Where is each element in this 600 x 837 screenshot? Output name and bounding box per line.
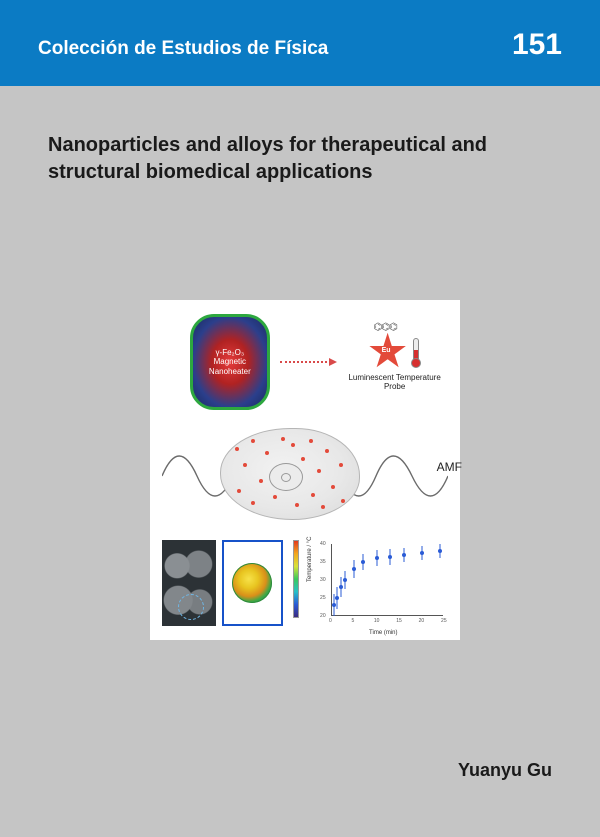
luminescent-probe-icon: ⌬⌬⌬ Eu [369, 333, 407, 371]
map-sphere-icon [232, 563, 272, 603]
chart-point [339, 585, 343, 589]
colorbar-gradient-icon [293, 540, 299, 618]
chart-xtick: 20 [419, 618, 425, 624]
thermometer-icon [411, 336, 421, 368]
chart-xlabel: Time (min) [369, 630, 397, 636]
chart-point [335, 596, 339, 600]
chart-point [352, 567, 356, 571]
chart-ytick: 20 [320, 613, 326, 619]
figure-top-row: γ-Fe₂O₃ Magnetic Nanoheater ⌬⌬⌬ Eu Lumin… [162, 314, 448, 410]
sem-micrograph [162, 540, 216, 626]
author-block: Yuanyu Gu [458, 760, 552, 781]
nanoheater-capsule: γ-Fe₂O₃ Magnetic Nanoheater [190, 314, 270, 410]
dotted-arrow-icon [280, 361, 332, 363]
chart-ylabel: Temperature / °C [307, 537, 313, 582]
author-name: Yuanyu Gu [458, 760, 552, 781]
sem-highlight-ring-icon [178, 594, 204, 620]
chart-point [420, 551, 424, 555]
chart-xtick: 10 [374, 618, 380, 624]
series-name: Colección de Estudios de Física [38, 38, 328, 60]
cover-figure: γ-Fe₂O₃ Magnetic Nanoheater ⌬⌬⌬ Eu Lumin… [150, 300, 460, 640]
chart-ytick: 30 [320, 577, 326, 583]
nanoheater-formula: γ-Fe₂O₃ [216, 348, 245, 358]
chart-ytick: 35 [320, 559, 326, 565]
colorbar [289, 540, 303, 626]
nanoheater-word1: Magnetic [214, 357, 246, 367]
chart-point [361, 560, 365, 564]
chart-point [388, 555, 392, 559]
chart-point [343, 578, 347, 582]
chart-ytick: 40 [320, 541, 326, 547]
chart-xtick: 15 [396, 618, 402, 624]
header-band: Colección de Estudios de Física 151 [0, 0, 600, 86]
chart-xtick: 5 [351, 618, 354, 624]
book-title: Nanoparticles and alloys for therapeutic… [48, 132, 552, 186]
probe-label: Luminescent Temperature Probe [341, 374, 448, 392]
figure-bottom-row: Temperature / °C 05101520252025303540 Ti… [162, 540, 448, 632]
title-block: Nanoparticles and alloys for therapeutic… [0, 86, 600, 186]
nanoheater-word2: Nanoheater [209, 367, 251, 377]
probe-row: ⌬⌬⌬ Eu [369, 333, 421, 371]
chart-point [438, 549, 442, 553]
chelate-icon: ⌬⌬⌬ [374, 322, 397, 333]
chart-xtick: 0 [329, 618, 332, 624]
cell-illustration [220, 428, 360, 520]
probe-block: ⌬⌬⌬ Eu Luminescent Temperature Probe [341, 333, 448, 392]
volume-number: 151 [512, 28, 562, 62]
temperature-chart: Temperature / °C 05101520252025303540 Ti… [309, 540, 448, 632]
amf-label: AMF [437, 460, 462, 474]
chart-xtick: 25 [441, 618, 447, 624]
elemental-map [222, 540, 284, 626]
chart-point [375, 556, 379, 560]
cell-nucleolus-icon [281, 473, 291, 482]
chart-point [402, 553, 406, 557]
cell-amf-row: AMF [162, 416, 448, 536]
chart-axes: 05101520252025303540 [331, 544, 443, 616]
chart-ytick: 25 [320, 595, 326, 601]
probe-center-label: Eu [382, 347, 391, 354]
